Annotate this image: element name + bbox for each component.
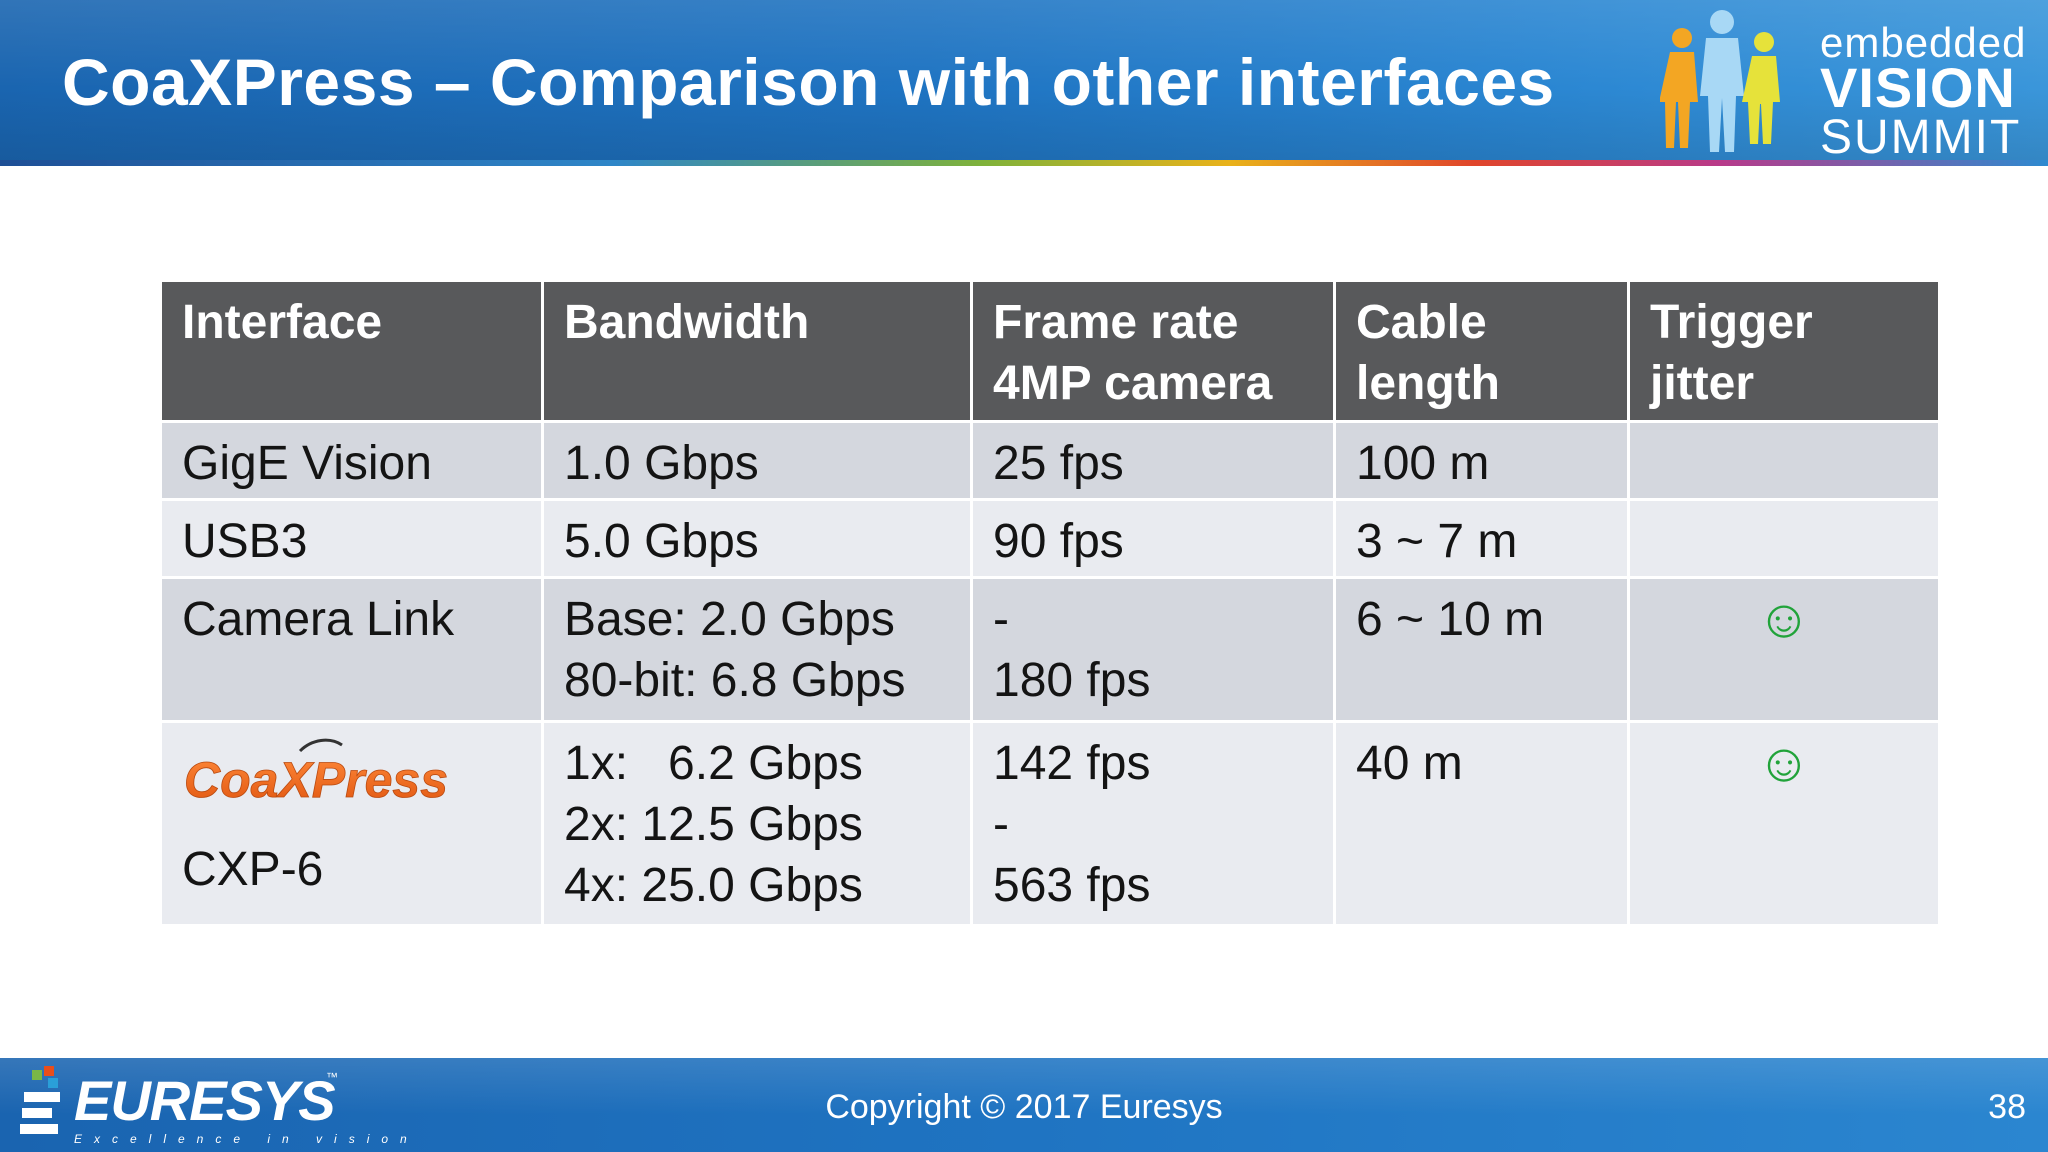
copyright-text: Copyright © 2017 Euresys [825, 1088, 1223, 1126]
header-color-strip [0, 160, 2048, 166]
table-row: GigE Vision 1.0 Gbps 25 fps 100 m [159, 420, 1941, 501]
header-trigger-jitter: Trigger jitter [1627, 279, 1941, 423]
cell-interface: USB3 [159, 498, 544, 579]
footer-gradient [0, 1058, 2048, 1152]
slide-header: CoaXPress – Comparison with other interf… [0, 0, 2048, 160]
cell-frame-rate: 90 fps [970, 498, 1336, 579]
logo-vision-text: VISION [1820, 56, 2016, 119]
table-row: USB3 5.0 Gbps 90 fps 3 ~ 7 m [159, 498, 1941, 579]
cell-interface: Camera Link [159, 576, 544, 723]
euresys-mark-icon [20, 1066, 60, 1134]
svg-text:CoaXPress: CoaXPress [184, 752, 448, 808]
smiley-icon: ☺ [1756, 733, 1812, 793]
euresys-logo: EURESYS ™ Excellence in vision [18, 1064, 407, 1148]
cell-cable-length: 100 m [1333, 420, 1630, 501]
header-bandwidth: Bandwidth [541, 279, 973, 423]
cell-interface: GigE Vision [159, 420, 544, 501]
cell-trigger-jitter: ☺ [1627, 576, 1941, 723]
slide-footer: EURESYS ™ Excellence in vision Copyright… [0, 1058, 2048, 1152]
cell-interface: CoaXPress CXP-6 [159, 720, 544, 927]
slide-title: CoaXPress – Comparison with other interf… [62, 45, 1555, 119]
cell-trigger-jitter [1627, 420, 1941, 501]
cell-cable-length: 40 m [1333, 720, 1630, 927]
euresys-trademark: ™ [326, 1070, 338, 1084]
cell-trigger-jitter: ☺ [1627, 720, 1941, 927]
coaxpress-logo: CoaXPress [184, 738, 448, 808]
cell-trigger-jitter [1627, 498, 1941, 579]
header-interface: Interface [159, 279, 544, 423]
cell-bandwidth: 5.0 Gbps [541, 498, 973, 579]
table-header-row: Interface Bandwidth Frame rate 4MP camer… [159, 279, 1941, 423]
cell-bandwidth: 1x: 6.2 Gbps 2x: 12.5 Gbps 4x: 25.0 Gbps [541, 720, 973, 927]
table-row: Camera Link Base: 2.0 Gbps 80-bit: 6.8 G… [159, 576, 1941, 723]
header-cable-length: Cable length [1333, 279, 1630, 423]
embedded-vision-summit-logo: embedded VISION SUMMIT [1660, 8, 2026, 160]
cell-frame-rate: 142 fps - 563 fps [970, 720, 1336, 927]
logo-embedded-text: embedded [1820, 19, 2027, 66]
event-logo-text: embedded VISION SUMMIT [1820, 19, 2027, 161]
cell-frame-rate: 25 fps [970, 420, 1336, 501]
cell-bandwidth: 1.0 Gbps [541, 420, 973, 501]
cell-bandwidth: Base: 2.0 Gbps 80-bit: 6.8 Gbps [541, 576, 973, 723]
smiley-icon: ☺ [1756, 589, 1812, 649]
table-row: CoaXPress CXP-6 1x: 6.2 Gbps 2x: 12.5 Gb… [159, 720, 1941, 927]
page-number: 38 [1988, 1088, 2026, 1126]
euresys-tagline: Excellence in vision [74, 1132, 419, 1146]
logo-summit-text: SUMMIT [1820, 111, 2022, 161]
header-frame-rate: Frame rate 4MP camera [970, 279, 1336, 423]
cell-frame-rate: - 180 fps [970, 576, 1336, 723]
cell-cable-length: 6 ~ 10 m [1333, 576, 1630, 723]
people-figures-icon [1660, 10, 1780, 152]
cell-cable-length: 3 ~ 7 m [1333, 498, 1630, 579]
euresys-wordmark: EURESYS [74, 1069, 336, 1132]
comparison-table: Interface Bandwidth Frame rate 4MP camer… [159, 279, 1941, 927]
